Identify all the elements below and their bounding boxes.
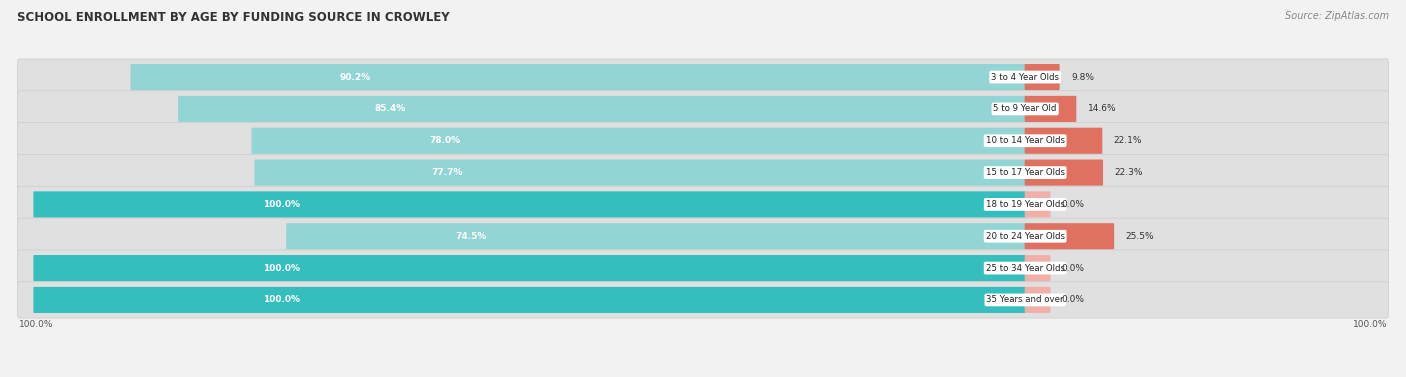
FancyBboxPatch shape: [17, 282, 1389, 318]
Text: SCHOOL ENROLLMENT BY AGE BY FUNDING SOURCE IN CROWLEY: SCHOOL ENROLLMENT BY AGE BY FUNDING SOUR…: [17, 11, 450, 24]
FancyBboxPatch shape: [17, 155, 1389, 191]
FancyBboxPatch shape: [179, 96, 1025, 122]
Text: 0.0%: 0.0%: [1062, 264, 1085, 273]
FancyBboxPatch shape: [252, 128, 1025, 154]
Text: 74.5%: 74.5%: [456, 232, 486, 241]
Text: 0.0%: 0.0%: [1062, 296, 1085, 304]
Text: 78.0%: 78.0%: [430, 136, 461, 145]
FancyBboxPatch shape: [17, 59, 1389, 95]
FancyBboxPatch shape: [17, 250, 1389, 286]
Text: 3 to 4 Year Olds: 3 to 4 Year Olds: [991, 73, 1059, 81]
FancyBboxPatch shape: [131, 64, 1025, 90]
FancyBboxPatch shape: [1025, 159, 1104, 185]
FancyBboxPatch shape: [287, 223, 1025, 249]
Text: 0.0%: 0.0%: [1062, 200, 1085, 209]
Text: 25.5%: 25.5%: [1126, 232, 1154, 241]
Text: 90.2%: 90.2%: [339, 73, 370, 81]
Text: 15 to 17 Year Olds: 15 to 17 Year Olds: [986, 168, 1064, 177]
Text: 100.0%: 100.0%: [263, 296, 301, 304]
FancyBboxPatch shape: [34, 255, 1025, 281]
Text: 85.4%: 85.4%: [374, 104, 406, 113]
FancyBboxPatch shape: [1025, 64, 1060, 90]
FancyBboxPatch shape: [17, 218, 1389, 254]
Text: 18 to 19 Year Olds: 18 to 19 Year Olds: [986, 200, 1064, 209]
FancyBboxPatch shape: [1025, 96, 1077, 122]
Text: Source: ZipAtlas.com: Source: ZipAtlas.com: [1285, 11, 1389, 21]
FancyBboxPatch shape: [1025, 192, 1050, 218]
Text: 14.6%: 14.6%: [1088, 104, 1116, 113]
FancyBboxPatch shape: [1025, 223, 1114, 249]
Text: 25 to 34 Year Olds: 25 to 34 Year Olds: [986, 264, 1064, 273]
Text: 77.7%: 77.7%: [432, 168, 463, 177]
Text: 20 to 24 Year Olds: 20 to 24 Year Olds: [986, 232, 1064, 241]
Text: 100.0%: 100.0%: [1353, 320, 1386, 329]
Text: 100.0%: 100.0%: [263, 264, 301, 273]
FancyBboxPatch shape: [17, 186, 1389, 222]
FancyBboxPatch shape: [17, 91, 1389, 127]
Text: 100.0%: 100.0%: [263, 200, 301, 209]
FancyBboxPatch shape: [1025, 287, 1050, 313]
FancyBboxPatch shape: [34, 287, 1025, 313]
Text: 10 to 14 Year Olds: 10 to 14 Year Olds: [986, 136, 1064, 145]
Text: 22.1%: 22.1%: [1114, 136, 1142, 145]
Text: 9.8%: 9.8%: [1071, 73, 1094, 81]
FancyBboxPatch shape: [34, 192, 1025, 218]
Text: 35 Years and over: 35 Years and over: [987, 296, 1064, 304]
FancyBboxPatch shape: [1025, 255, 1050, 281]
Text: 22.3%: 22.3%: [1115, 168, 1143, 177]
Text: 100.0%: 100.0%: [20, 320, 53, 329]
FancyBboxPatch shape: [254, 159, 1025, 185]
FancyBboxPatch shape: [1025, 128, 1102, 154]
Text: 5 to 9 Year Old: 5 to 9 Year Old: [994, 104, 1057, 113]
FancyBboxPatch shape: [17, 123, 1389, 159]
